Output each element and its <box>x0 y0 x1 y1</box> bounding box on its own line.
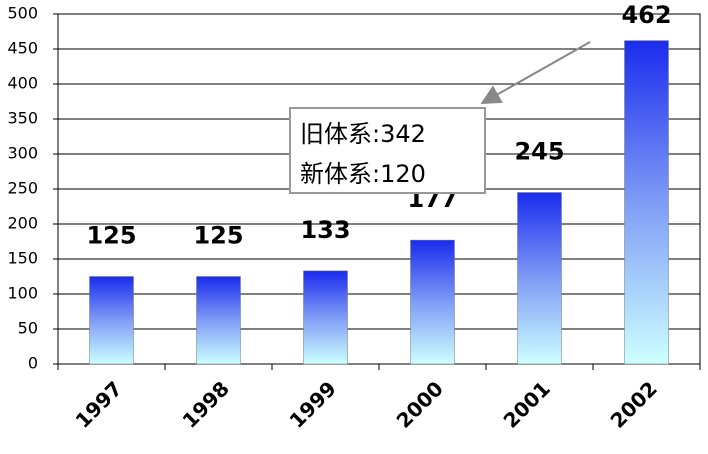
y-tick-label: 300 <box>7 144 38 163</box>
annotation: 旧体系:342 <box>300 120 426 148</box>
y-tick-label: 250 <box>7 179 38 198</box>
y-tick-label: 500 <box>7 4 38 23</box>
y-tick-label: 150 <box>7 249 38 268</box>
x-tick-label: 1999 <box>285 376 341 432</box>
y-tick-label: 350 <box>7 109 38 128</box>
annotation-arrow <box>480 41 591 104</box>
y-tick-label: 100 <box>7 284 38 303</box>
y-tick-label: 450 <box>7 39 38 58</box>
bar <box>410 239 455 365</box>
data-label: 133 <box>300 216 350 244</box>
bar <box>303 270 348 365</box>
data-label: 462 <box>621 1 671 29</box>
y-tick-label: 200 <box>7 214 38 233</box>
x-tick-label: 1998 <box>178 376 234 432</box>
y-tick-label: 0 <box>28 354 38 373</box>
annotation-box <box>289 107 486 194</box>
y-tick-label: 400 <box>7 74 38 93</box>
data-label: 125 <box>193 222 243 250</box>
x-tick-label: 2002 <box>606 376 662 432</box>
bar <box>624 40 669 365</box>
x-tick-label: 2000 <box>392 376 448 432</box>
bar <box>517 192 562 365</box>
bar <box>196 276 241 365</box>
data-label: 125 <box>86 222 136 250</box>
x-tick-label: 1997 <box>71 376 127 432</box>
annotation: 新体系:120 <box>300 160 426 188</box>
data-label: 245 <box>514 138 564 166</box>
bar <box>89 276 134 365</box>
y-tick-label: 50 <box>18 319 38 338</box>
x-tick-label: 2001 <box>499 376 555 432</box>
